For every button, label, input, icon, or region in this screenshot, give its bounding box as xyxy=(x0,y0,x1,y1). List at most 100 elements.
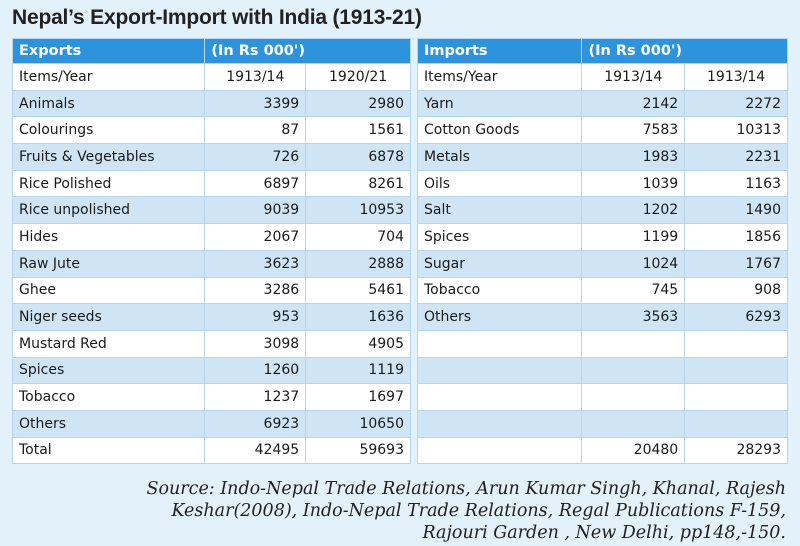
imports-cell-y2: 1767 xyxy=(684,249,788,278)
imports-cell-item: Spices xyxy=(416,223,583,251)
imports-cell-item: Yarn xyxy=(416,89,583,118)
exports-cell-y1: 87 xyxy=(204,116,307,145)
imports-row xyxy=(416,329,788,358)
imports-header: Imports xyxy=(416,38,583,64)
exports-cell-y2: 2980 xyxy=(305,89,411,118)
imports-cell-item: Metals xyxy=(416,143,583,171)
exports-row: Spices 1260 1119 xyxy=(11,356,411,385)
imports-cell-y2: 1856 xyxy=(684,223,788,251)
exports-row: Niger seeds 953 1636 xyxy=(11,303,411,331)
exports-row: Colourings 87 1561 xyxy=(11,116,411,145)
imports-unit: (In Rs 000') xyxy=(581,38,788,64)
imports-cell-y2: 908 xyxy=(684,276,788,305)
imports-cell-item xyxy=(416,356,583,385)
imports-cell-y2 xyxy=(684,409,788,438)
imports-row: Tobacco 745 908 xyxy=(416,276,788,305)
exports-cell-item: Ghee xyxy=(11,276,206,305)
imports-cell-item: Oils xyxy=(416,169,583,198)
exports-cell-y2: 1561 xyxy=(305,116,411,145)
imports-row: Sugar 1024 1767 xyxy=(416,249,788,278)
exports-column-headers: Items/Year 1913/14 1920/21 xyxy=(11,63,411,91)
exports-cell-item: Rice unpolished xyxy=(11,196,206,225)
imports-cell-y1: 1024 xyxy=(581,249,686,278)
imports-cell-item: Cotton Goods xyxy=(416,116,583,145)
exports-cell-y1: 3098 xyxy=(204,329,307,358)
imports-cell-y1 xyxy=(581,356,686,385)
source-line-1: Source: Indo-Nepal Trade Relations, Arun… xyxy=(146,479,786,499)
imports-row: Cotton Goods 7583 10313 xyxy=(416,116,788,145)
imports-table: Imports (In Rs 000') Items/Year 1913/14 … xyxy=(416,38,788,465)
source-line-2: Keshar(2008), Indo-Nepal Trade Relations… xyxy=(171,501,786,521)
imports-cell-y1: 3563 xyxy=(581,303,686,331)
imports-cell-item: Others xyxy=(416,303,583,331)
exports-col-item: Items/Year xyxy=(11,63,206,91)
exports-cell-y2: 10650 xyxy=(305,409,411,438)
exports-cell-y1: 3623 xyxy=(204,249,307,278)
imports-row: Salt 1202 1490 xyxy=(416,196,788,225)
exports-cell-y2: 10953 xyxy=(305,196,411,225)
exports-cell-item: Total xyxy=(11,436,206,465)
exports-cell-item: Rice Polished xyxy=(11,169,206,198)
imports-cell-y2: 1163 xyxy=(684,169,788,198)
imports-cell-y2: 1490 xyxy=(684,196,788,225)
imports-cell-y1: 745 xyxy=(581,276,686,305)
imports-col-y2: 1913/14 xyxy=(684,63,788,91)
source-line-3: Rajouri Garden , New Delhi, pp148,-150. xyxy=(422,523,786,543)
exports-cell-y1: 3286 xyxy=(204,276,307,305)
imports-row: Oils 1039 1163 xyxy=(416,169,788,198)
imports-cell-item: Tobacco xyxy=(416,276,583,305)
exports-cell-y2: 6878 xyxy=(305,143,411,171)
imports-cell-y1: 1202 xyxy=(581,196,686,225)
exports-cell-y2: 59693 xyxy=(305,436,411,465)
imports-cell-y1 xyxy=(581,329,686,358)
exports-cell-y1: 3399 xyxy=(204,89,307,118)
exports-row: Animals 3399 2980 xyxy=(11,89,411,118)
exports-cell-y1: 6923 xyxy=(204,409,307,438)
imports-cell-y1 xyxy=(581,409,686,438)
exports-cell-y2: 2888 xyxy=(305,249,411,278)
exports-cell-y1: 1237 xyxy=(204,383,307,411)
imports-row xyxy=(416,356,788,385)
imports-col-y1: 1913/14 xyxy=(581,63,686,91)
imports-cell-y2: 2231 xyxy=(684,143,788,171)
exports-row: Rice Polished 6897 8261 xyxy=(11,169,411,198)
imports-cell-y2 xyxy=(684,329,788,358)
imports-row: Spices 1199 1856 xyxy=(416,223,788,251)
exports-cell-y2: 1697 xyxy=(305,383,411,411)
exports-cell-y2: 1119 xyxy=(305,356,411,385)
imports-col-item: Items/Year xyxy=(416,63,583,91)
exports-header-row: Exports (In Rs 000') xyxy=(11,38,411,64)
exports-row: Hides 2067 704 xyxy=(11,223,411,251)
exports-cell-item: Raw Jute xyxy=(11,249,206,278)
exports-cell-item: Animals xyxy=(11,89,206,118)
imports-row: Yarn 2142 2272 xyxy=(416,89,788,118)
imports-cell-y2 xyxy=(684,383,788,411)
exports-row: Others 6923 10650 xyxy=(11,409,411,438)
exports-cell-y2: 5461 xyxy=(305,276,411,305)
imports-row xyxy=(416,409,788,438)
imports-cell-item xyxy=(416,409,583,438)
exports-row: Rice unpolished 9039 10953 xyxy=(11,196,411,225)
exports-cell-y2: 8261 xyxy=(305,169,411,198)
exports-row: Mustard Red 3098 4905 xyxy=(11,329,411,358)
imports-cell-y2: 2272 xyxy=(684,89,788,118)
exports-cell-item: Niger seeds xyxy=(11,303,206,331)
imports-row: 20480 28293 xyxy=(416,436,788,465)
exports-header: Exports xyxy=(11,38,206,64)
exports-col-y1: 1913/14 xyxy=(204,63,307,91)
imports-cell-y1: 1983 xyxy=(581,143,686,171)
exports-cell-y2: 4905 xyxy=(305,329,411,358)
imports-cell-y1: 20480 xyxy=(581,436,686,465)
imports-cell-item xyxy=(416,329,583,358)
imports-cell-item xyxy=(416,436,583,465)
exports-unit: (In Rs 000') xyxy=(204,38,411,64)
exports-cell-y2: 704 xyxy=(305,223,411,251)
imports-cell-y1: 2142 xyxy=(581,89,686,118)
imports-row: Metals 1983 2231 xyxy=(416,143,788,171)
exports-row: Ghee 3286 5461 xyxy=(11,276,411,305)
imports-header-row: Imports (In Rs 000') xyxy=(416,38,788,64)
imports-column-headers: Items/Year 1913/14 1913/14 xyxy=(416,63,788,91)
exports-cell-item: Hides xyxy=(11,223,206,251)
imports-cell-y1: 1039 xyxy=(581,169,686,198)
exports-cell-y1: 726 xyxy=(204,143,307,171)
